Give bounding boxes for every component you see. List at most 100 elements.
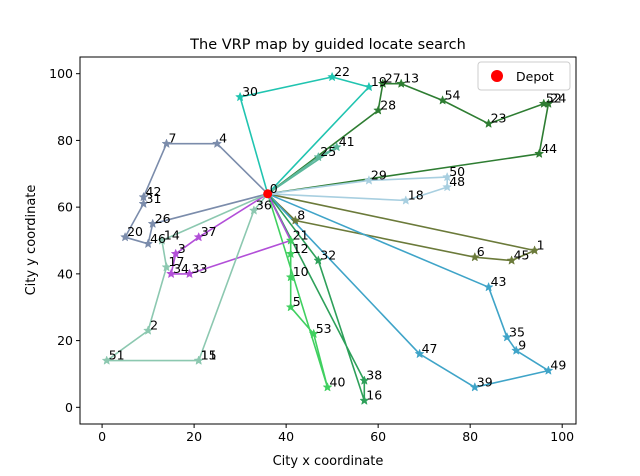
city-label-24: 24 — [550, 91, 566, 106]
x-tick-label-40: 40 — [278, 429, 294, 444]
city-marker-43 — [483, 281, 494, 292]
city-marker-38 — [359, 375, 370, 385]
city-marker-27 — [377, 78, 388, 88]
city-label-34: 34 — [173, 261, 189, 276]
city-label-4: 4 — [219, 131, 227, 146]
city-marker-44 — [534, 148, 545, 159]
city-marker-7 — [161, 138, 172, 149]
city-marker-1 — [529, 245, 540, 255]
city-label-26: 26 — [155, 211, 171, 226]
city-label-2: 2 — [150, 318, 158, 333]
city-label-29: 29 — [371, 167, 387, 182]
city-label-40: 40 — [330, 374, 346, 389]
city-label-13: 13 — [403, 71, 419, 86]
city-marker-45 — [506, 255, 517, 265]
city-marker-16 — [359, 395, 370, 405]
city-marker-50 — [442, 171, 453, 182]
city-label-1: 1 — [537, 238, 545, 253]
city-marker-48 — [442, 181, 453, 192]
city-label-37: 37 — [201, 224, 217, 239]
route-line-11 — [267, 146, 338, 195]
city-marker-18 — [400, 195, 411, 205]
city-marker-20 — [120, 231, 131, 242]
city-marker-30 — [235, 91, 246, 102]
legend-depot-label: Depot — [516, 69, 554, 84]
city-label-54: 54 — [445, 87, 461, 102]
city-marker-49 — [543, 365, 554, 375]
city-marker-10 — [285, 271, 296, 282]
plot-area-frame — [79, 56, 577, 425]
city-marker-42 — [138, 191, 149, 202]
city-marker-31 — [138, 198, 149, 209]
x-tick-label-80: 80 — [462, 429, 478, 444]
city-label-5: 5 — [293, 294, 301, 309]
city-marker-35 — [501, 332, 513, 342]
city-label-49: 49 — [550, 358, 566, 373]
route-line-1 — [267, 82, 550, 195]
city-marker-9 — [511, 345, 522, 355]
y-tick-label-0: 0 — [65, 400, 73, 415]
city-marker-29 — [363, 175, 374, 185]
city-label-25: 25 — [320, 144, 336, 159]
city-marker-4 — [212, 138, 223, 149]
city-marker-33 — [184, 268, 195, 279]
city-label-41: 41 — [339, 134, 355, 149]
city-label-3: 3 — [178, 241, 186, 256]
city-marker-8 — [290, 215, 301, 225]
city-marker-39 — [469, 382, 480, 392]
y-tick-label-60: 60 — [57, 200, 73, 215]
city-label-10: 10 — [293, 264, 309, 279]
city-label-27: 27 — [385, 71, 401, 86]
city-marker-17 — [161, 261, 172, 272]
city-label-38: 38 — [366, 368, 382, 383]
city-marker-22 — [327, 71, 338, 82]
city-label-12: 12 — [293, 241, 309, 256]
city-marker-36 — [248, 205, 259, 215]
route-line-4 — [267, 193, 536, 262]
city-marker-21 — [285, 235, 296, 245]
x-axis-label: City x coordinate — [273, 454, 384, 469]
x-tick-label-100: 100 — [550, 429, 574, 444]
city-label-48: 48 — [449, 174, 465, 189]
city-marker-47 — [414, 348, 425, 359]
depot-marker — [263, 189, 273, 199]
route-line-9 — [105, 193, 269, 362]
city-label-7: 7 — [169, 131, 177, 146]
city-label-43: 43 — [491, 274, 507, 289]
city-label-32: 32 — [320, 248, 336, 263]
city-label-53: 53 — [316, 321, 332, 336]
route-line-5 — [267, 193, 550, 389]
city-marker-5 — [285, 301, 296, 312]
city-label-16: 16 — [366, 388, 382, 403]
depot-label: 0 — [270, 181, 278, 196]
y-tick-label-20: 20 — [57, 333, 73, 348]
city-marker-6 — [469, 251, 480, 262]
city-label-9: 9 — [518, 338, 526, 353]
city-label-35: 35 — [509, 324, 525, 339]
city-label-46: 46 — [150, 231, 166, 246]
city-marker-54 — [437, 95, 448, 105]
city-marker-3 — [170, 248, 181, 259]
city-marker-14 — [156, 235, 167, 245]
chart-title: The VRP map by guided locate search — [189, 37, 466, 53]
city-label-50: 50 — [449, 164, 465, 179]
x-tick-label-0: 0 — [98, 429, 106, 444]
city-marker-2 — [143, 325, 154, 335]
city-marker-52 — [538, 98, 549, 108]
city-label-28: 28 — [380, 97, 396, 112]
city-label-19: 19 — [371, 74, 387, 89]
city-marker-25 — [313, 151, 324, 162]
city-label-36: 36 — [256, 198, 272, 213]
city-label-22: 22 — [334, 64, 350, 79]
city-label-42: 42 — [146, 184, 162, 199]
city-marker-26 — [147, 218, 158, 229]
city-label-8: 8 — [297, 208, 305, 223]
city-marker-32 — [313, 255, 324, 265]
city-marker-12 — [285, 248, 296, 259]
city-marker-53 — [308, 328, 319, 339]
y-tick-label-100: 100 — [49, 66, 73, 81]
legend-depot-marker — [491, 70, 503, 82]
city-marker-51 — [101, 355, 112, 365]
